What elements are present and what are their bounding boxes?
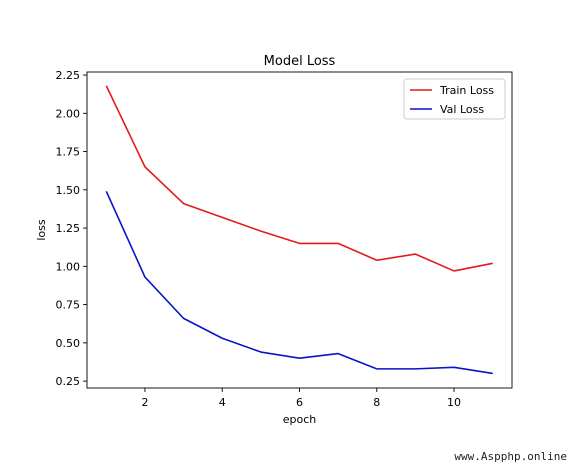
- x-tick-label: 8: [373, 396, 380, 409]
- y-tick-label: 1.75: [56, 146, 81, 159]
- x-axis-label: epoch: [283, 413, 317, 426]
- x-tick-label: 10: [447, 396, 461, 409]
- x-tick-label: 6: [296, 396, 303, 409]
- legend: Train Loss Val Loss: [403, 78, 506, 120]
- y-tick-label: 0.25: [56, 375, 81, 388]
- watermark-text: www.Aspphp.online: [454, 450, 567, 463]
- y-tick-label: 2.25: [56, 69, 81, 82]
- y-tick-label: 0.75: [56, 299, 81, 312]
- axes: 2 4 6 8 10 0.25 0.50 0.75 1.00 1.25 1.50 1.75 2.00 2.…: [56, 69, 513, 409]
- plot-area: [105, 85, 493, 375]
- y-tick-label: 0.50: [56, 337, 81, 350]
- legend-label-train-loss: Train Loss: [439, 84, 494, 97]
- x-tick-label: 2: [141, 396, 148, 409]
- series-line-val-loss: [105, 191, 493, 375]
- series-line-train-loss: [105, 85, 493, 272]
- y-tick-label: 1.25: [56, 222, 81, 235]
- y-tick-label: 1.00: [56, 260, 81, 273]
- y-tick-label: 1.50: [56, 184, 81, 197]
- x-tick-label: 4: [219, 396, 226, 409]
- legend-label-val-loss: Val Loss: [440, 103, 484, 116]
- y-axis-label: loss: [35, 219, 48, 241]
- chart-title: Model Loss: [264, 54, 336, 69]
- y-tick-label: 2.00: [56, 107, 81, 120]
